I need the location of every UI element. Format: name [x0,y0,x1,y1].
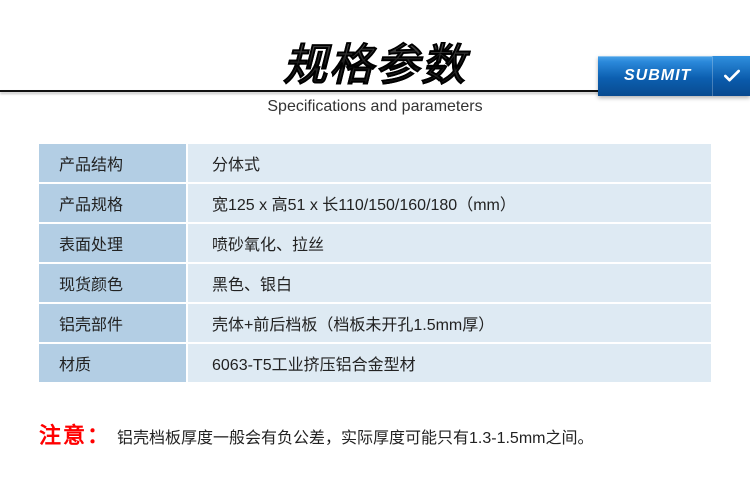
submit-check-icon-wrap [712,56,750,96]
spec-label: 现货颜色 [39,263,187,303]
spec-label: 产品规格 [39,183,187,223]
spec-table-body: 产品结构分体式产品规格宽125 x 高51 x 长110/150/160/180… [39,143,711,383]
spec-value: 黑色、银白 [187,263,711,303]
spec-value: 壳体+前后档板（档板未开孔1.5mm厚） [187,303,711,343]
table-row: 产品规格宽125 x 高51 x 长110/150/160/180（mm） [39,183,711,223]
spec-value: 喷砂氧化、拉丝 [187,223,711,263]
table-row: 产品结构分体式 [39,143,711,183]
table-row: 表面处理喷砂氧化、拉丝 [39,223,711,263]
spec-value: 6063-T5工业挤压铝合金型材 [187,343,711,383]
spec-label: 材质 [39,343,187,383]
header: 规格参数 Specifications and parameters SUBMI… [0,0,750,116]
spec-label: 产品结构 [39,143,187,183]
spec-label: 表面处理 [39,223,187,263]
page-subtitle-en: Specifications and parameters [0,98,750,116]
submit-button[interactable]: SUBMIT [598,56,750,96]
spec-label: 铝壳部件 [39,303,187,343]
submit-label: SUBMIT [624,67,691,85]
note-label: 注意： [39,418,111,450]
note-block: 注意： 铝壳档板厚度一般会有负公差，实际厚度可能只有1.3-1.5mm之间。 [39,418,711,450]
spec-value: 分体式 [187,143,711,183]
spec-table: 产品结构分体式产品规格宽125 x 高51 x 长110/150/160/180… [39,142,711,384]
table-row: 铝壳部件壳体+前后档板（档板未开孔1.5mm厚） [39,303,711,343]
table-row: 现货颜色黑色、银白 [39,263,711,303]
check-icon [722,66,742,86]
table-row: 材质6063-T5工业挤压铝合金型材 [39,343,711,383]
note-text: 铝壳档板厚度一般会有负公差，实际厚度可能只有1.3-1.5mm之间。 [117,424,593,448]
spec-value: 宽125 x 高51 x 长110/150/160/180（mm） [187,183,711,223]
